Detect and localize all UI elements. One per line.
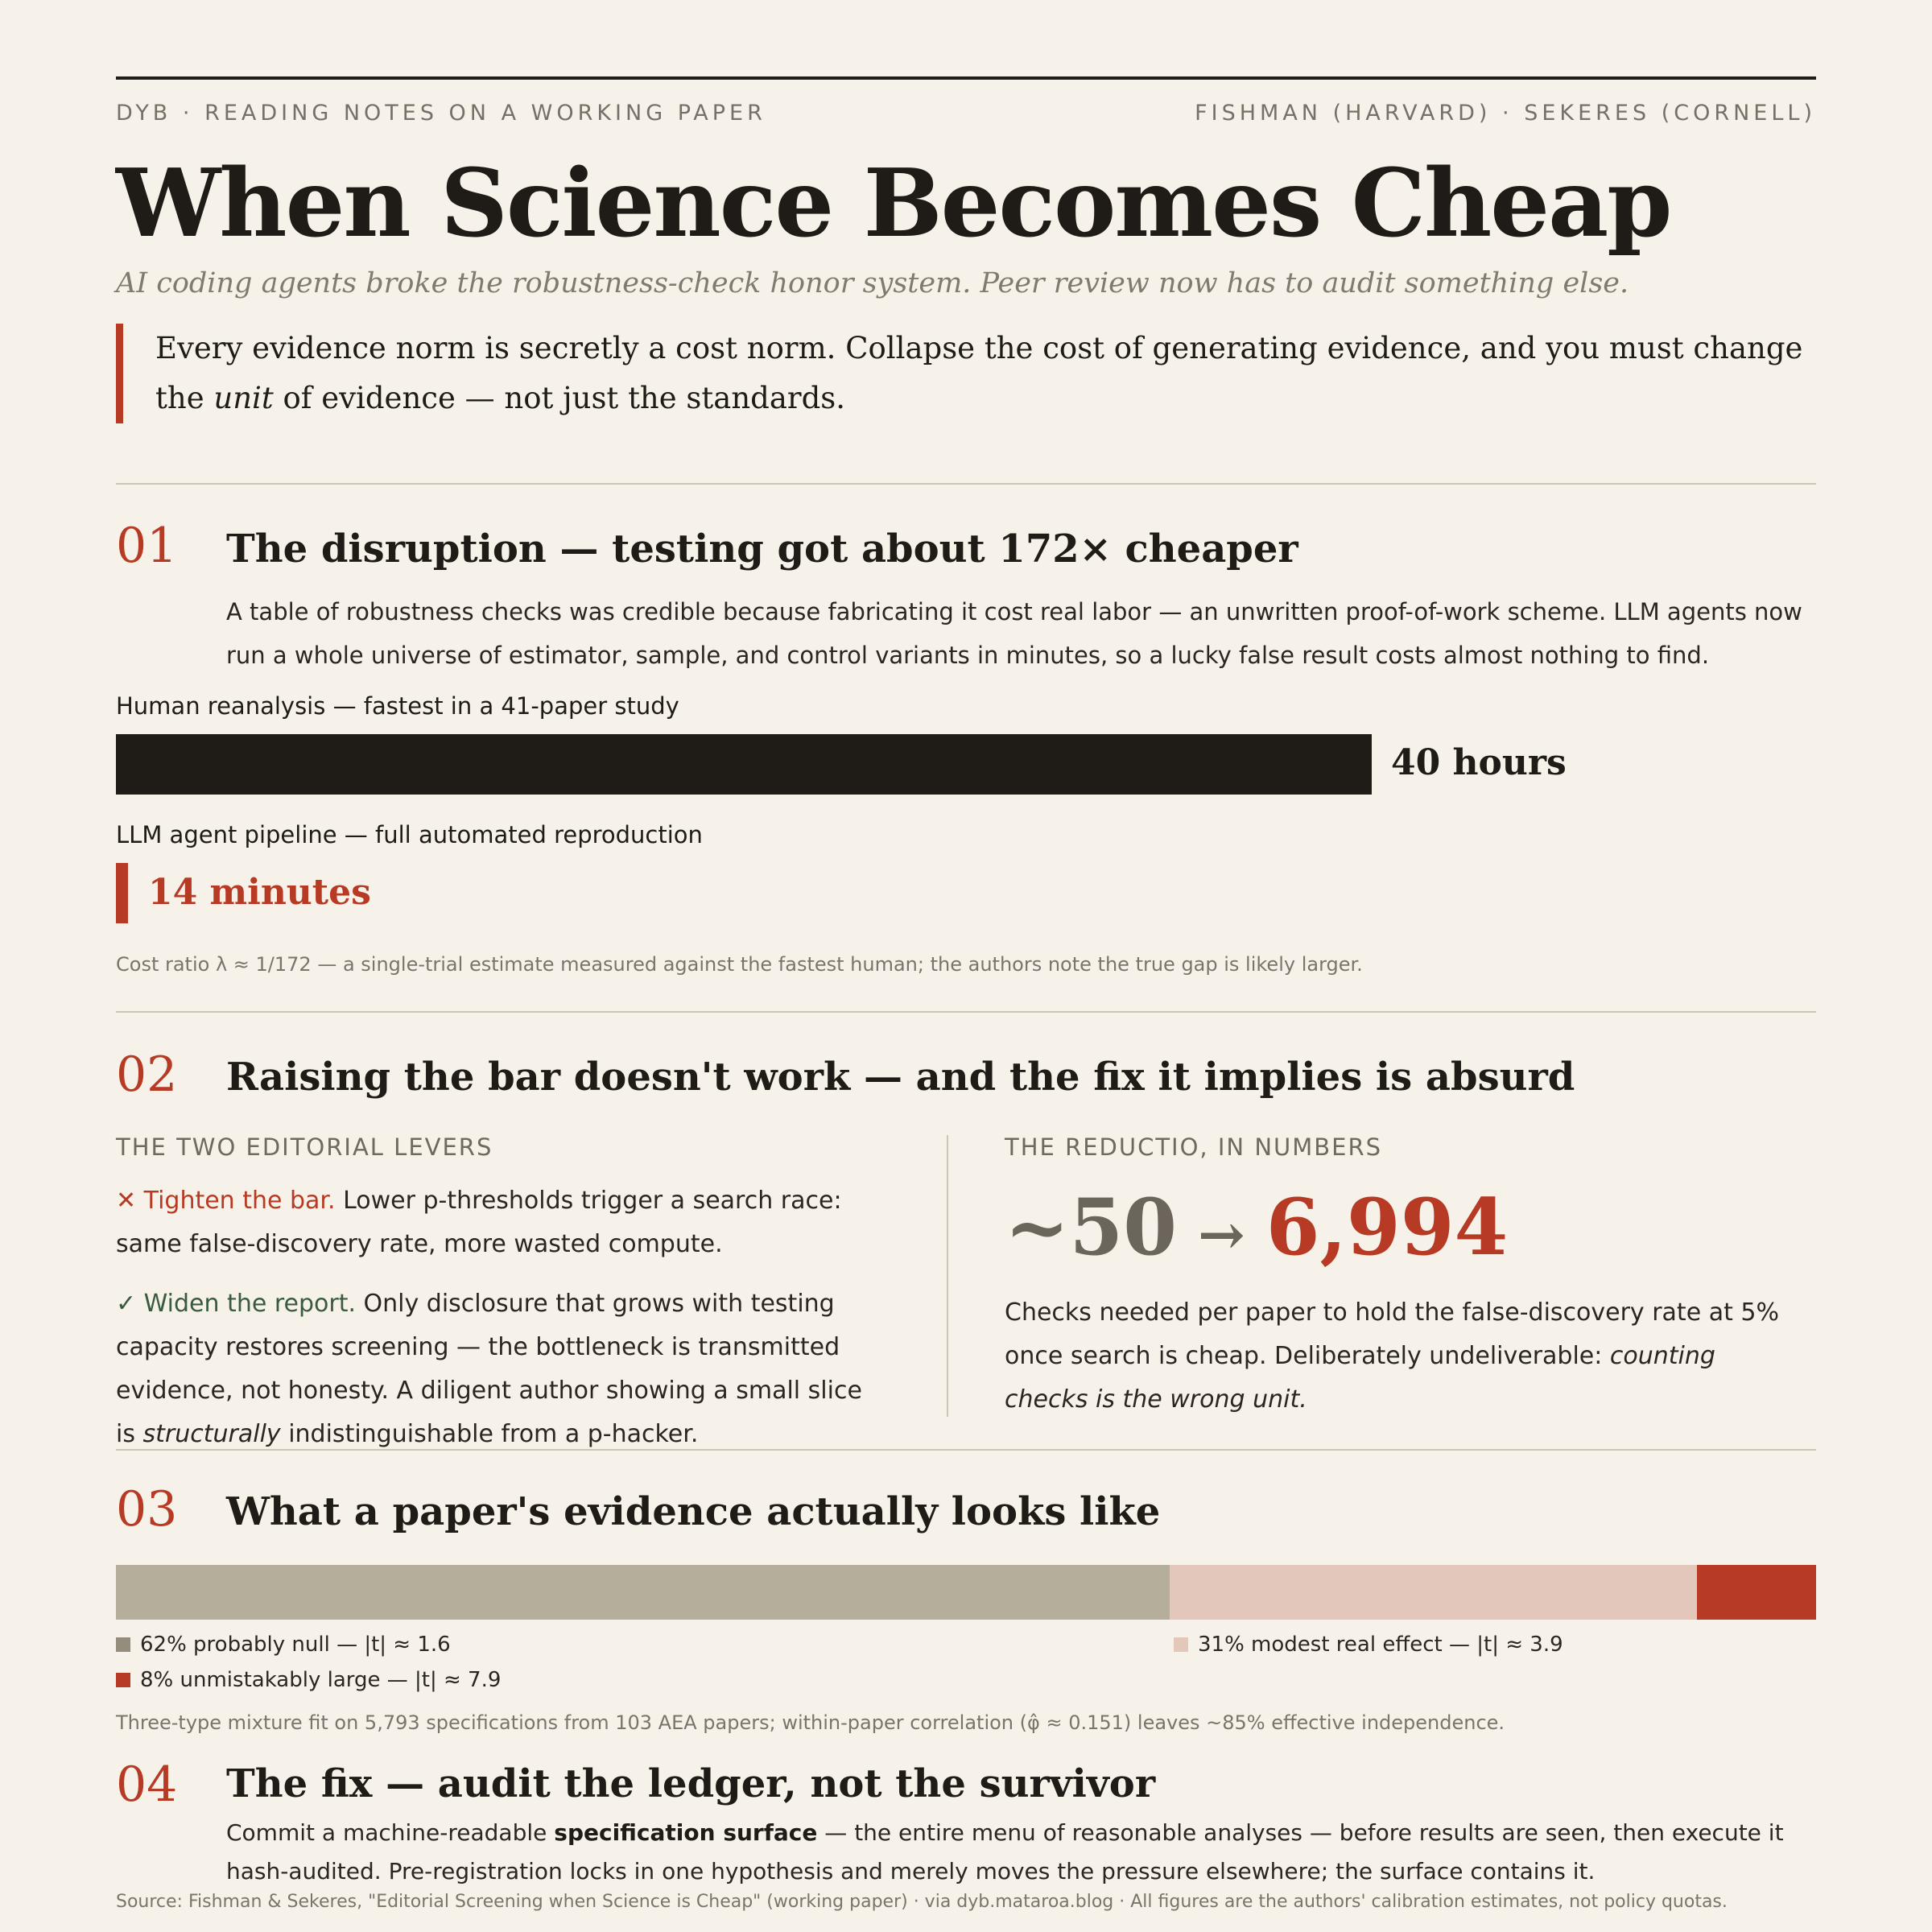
llm-time-value: 14 minutes: [148, 872, 371, 913]
section-title: What a paper's evidence actually looks l…: [226, 1489, 1161, 1534]
evidence-segment-2: [1697, 1565, 1816, 1620]
content: 01 The disruption — testing got about 17…: [116, 0, 1816, 1932]
page-title: When Science Becomes Cheap: [116, 149, 1672, 258]
cost-ratio-note: Cost ratio λ ≈ 1/172 — a single-trial es…: [116, 953, 1363, 976]
evidence-stacked-bar: [116, 1565, 1816, 1620]
checks-after: 6,994: [1265, 1182, 1509, 1273]
evidence-segment-0: [116, 1565, 1170, 1620]
section-title: The fix — audit the ledger, not the surv…: [226, 1761, 1156, 1806]
legend-swatch: [116, 1673, 130, 1687]
divider: [116, 1449, 1816, 1451]
section-number: 01: [116, 518, 178, 574]
pull-quote: Every evidence norm is secretly a cost n…: [116, 323, 1816, 423]
human-time-value: 40 hours: [1391, 742, 1567, 783]
pull-quote-emphasis: unit: [213, 380, 274, 415]
section-title: The disruption — testing got about 172× …: [226, 526, 1298, 572]
evidence-segment-1: [1170, 1565, 1698, 1620]
legend-label: 62% probably null — |t| ≈ 1.6: [140, 1633, 451, 1657]
masthead-right: FISHMAN (HARVARD) · SEKERES (CORNELL): [1195, 101, 1816, 126]
source-footer: Source: Fishman & Sekeres, "Editorial Sc…: [116, 1892, 1728, 1912]
llm-time-bar: [116, 863, 128, 923]
lever-widen-emphasis: structurally: [142, 1420, 281, 1448]
llm-bar-label: LLM agent pipeline — full automated repr…: [116, 821, 703, 848]
lever-widen-text: Only disclosure that grows with testing …: [116, 1290, 862, 1448]
page: DYB · READING NOTES ON A WORKING PAPER F…: [116, 76, 1816, 423]
checks-before: ~50: [1005, 1182, 1178, 1273]
reductio-text: Checks needed per paper to hold the fals…: [1005, 1291, 1794, 1422]
section-number: 02: [116, 1046, 178, 1103]
top-rule: [116, 76, 1816, 80]
fix-text: Commit a machine-readable: [226, 1819, 555, 1846]
lever-tighten: ✕ Tighten the bar. Lower p-thresholds tr…: [116, 1179, 889, 1266]
lever-tighten-label: ✕ Tighten the bar.: [116, 1187, 336, 1215]
reductio-body: Checks needed per paper to hold the fals…: [1005, 1298, 1779, 1370]
lever-widen-label: ✓ Widen the report.: [116, 1290, 356, 1318]
lever-widen: ✓ Widen the report. Only disclosure that…: [116, 1282, 889, 1456]
legend-label: 31% modest real effect — |t| ≈ 3.9: [1198, 1633, 1563, 1657]
reductio-numbers: ~50 → 6,994: [1005, 1182, 1508, 1273]
pull-quote-text-end: of evidence — not just the standards.: [273, 380, 846, 415]
legend-large: 8% unmistakably large — |t| ≈ 7.9: [116, 1668, 501, 1692]
arrow-icon: →: [1198, 1201, 1245, 1268]
fix-strong: specification surface: [554, 1819, 818, 1846]
human-time-bar: [116, 734, 1372, 795]
reductio-emphasis: counting checks is the wrong unit.: [1005, 1342, 1715, 1414]
levers-heading: THE TWO EDITORIAL LEVERS: [116, 1133, 493, 1161]
masthead: DYB · READING NOTES ON A WORKING PAPER F…: [116, 101, 1816, 126]
mixture-note: Three-type mixture fit on 5,793 specific…: [116, 1711, 1505, 1734]
fix-body: Commit a machine-readable specification …: [226, 1814, 1816, 1891]
masthead-left: DYB · READING NOTES ON A WORKING PAPER: [116, 101, 766, 126]
section-number: 04: [116, 1757, 178, 1813]
divider: [116, 483, 1816, 485]
page-subtitle: AI coding agents broke the robustness-ch…: [116, 266, 1629, 299]
legend-swatch: [116, 1637, 130, 1652]
legend-swatch: [1174, 1637, 1188, 1652]
section-title: Raising the bar doesn't work — and the f…: [226, 1055, 1575, 1100]
fix-text-end: — the entire menu of reasonable analyses…: [226, 1819, 1784, 1885]
lever-widen-text-end: indistinguishable from a p-hacker.: [280, 1420, 699, 1448]
section-body: A table of robustness checks was credibl…: [226, 598, 1802, 669]
legend-null: 62% probably null — |t| ≈ 1.6: [116, 1633, 451, 1657]
pull-quote-text: Every evidence norm is secretly a cost n…: [155, 330, 1803, 415]
reductio-heading: THE REDUCTIO, IN NUMBERS: [1005, 1133, 1383, 1161]
section-number: 03: [116, 1481, 178, 1538]
human-bar-label: Human reanalysis — fastest in a 41-paper…: [116, 692, 679, 720]
legend-modest: 31% modest real effect — |t| ≈ 3.9: [1174, 1633, 1563, 1657]
lever-tighten-text: Lower p-thresholds trigger a search race…: [116, 1187, 842, 1258]
divider: [116, 1011, 1816, 1013]
legend-label: 8% unmistakably large — |t| ≈ 7.9: [140, 1668, 502, 1692]
column-divider: [947, 1135, 948, 1417]
